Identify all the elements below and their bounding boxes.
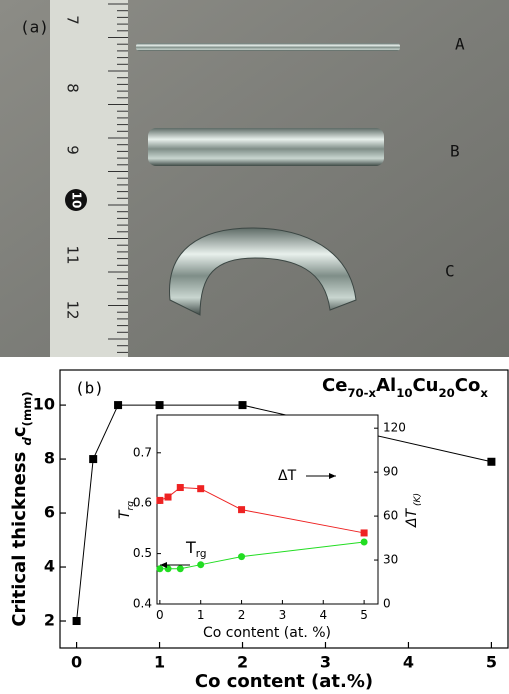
x-tick-label: 0 <box>156 608 164 622</box>
photo: (a) A B C 7 8 9 10 11 12 <box>0 0 509 357</box>
x-tick-label: 4 <box>403 653 414 672</box>
y-tick-label: 0.6 <box>133 496 152 510</box>
data-point <box>238 553 245 560</box>
page: {"photo": {"panel_label": "(a)", "sample… <box>0 0 509 694</box>
y2-axis-label-part: ΔT <box>404 507 420 528</box>
data-point <box>114 401 122 409</box>
chart-title-part: 10 <box>396 386 412 400</box>
y-tick-label: 6 <box>44 503 55 522</box>
sample-rod-b <box>148 128 384 166</box>
data-point <box>177 565 184 572</box>
chart-title-part: Al <box>376 375 396 396</box>
data-point <box>156 497 163 504</box>
y2-tick-label: 30 <box>383 553 398 567</box>
y2-axis-label-part: (K) <box>413 493 423 509</box>
ruler-number: 7 <box>64 15 82 25</box>
x-tick-label: 2 <box>237 653 248 672</box>
x-tick-label: 1 <box>197 608 205 622</box>
x-tick-label: 5 <box>486 653 497 672</box>
data-point <box>89 455 97 463</box>
panel-label: (b) <box>75 379 104 398</box>
y-axis-label-part: Critical thickness <box>9 445 30 626</box>
x-tick-label: 3 <box>279 608 287 622</box>
y-tick-label: 10 <box>33 395 55 414</box>
figure: (a) A B C 7 8 9 10 11 12 012345246810(b)… <box>0 0 509 694</box>
chart-title-part: Co <box>455 375 481 396</box>
annotation: ΔT <box>278 468 297 484</box>
y-tick-label: 8 <box>44 449 55 468</box>
y-tick-label: 0.7 <box>133 445 152 459</box>
data-point <box>238 506 245 513</box>
y2-tick-label: 60 <box>383 509 398 523</box>
data-point <box>177 484 184 491</box>
x-tick-label: 3 <box>320 653 331 672</box>
ruler-number: 11 <box>64 245 82 264</box>
data-point <box>487 458 495 466</box>
data-point <box>361 529 368 536</box>
ruler <box>50 0 128 357</box>
data-point <box>197 561 204 568</box>
chart-title-part: Cu <box>412 375 438 396</box>
plot-area <box>157 415 378 604</box>
annotation-part: rg <box>196 548 207 560</box>
ruler-number: 9 <box>64 145 82 155</box>
y2-tick-label: 120 <box>383 421 406 435</box>
y2-tick-label: 0 <box>383 597 391 611</box>
sample-label: C <box>445 262 455 281</box>
x-tick-label: 1 <box>154 653 165 672</box>
y-axis-label: Critical thickness dc(mm) <box>9 391 34 626</box>
data-point <box>156 565 163 572</box>
data-point <box>239 401 247 409</box>
data-point <box>361 539 368 546</box>
chart-title-part: Ce <box>322 375 347 396</box>
y-axis-label-part: rg <box>126 501 136 511</box>
sample-rod-a <box>136 43 400 51</box>
chart-title-part: 20 <box>438 386 454 400</box>
chart-title-part: 70-x <box>347 386 376 400</box>
y-axis-label-part: (mm) <box>20 391 34 426</box>
ruler-number: 10 <box>70 192 84 209</box>
chart-title-part: x <box>480 386 488 400</box>
ruler-number: 12 <box>64 300 82 319</box>
x-tick-label: 2 <box>238 608 246 622</box>
panel-label: (a) <box>20 18 49 37</box>
sample-label: A <box>455 35 465 54</box>
data-point <box>165 494 172 501</box>
x-axis-label: Co content (at. %) <box>203 625 331 641</box>
ruler-number: 8 <box>64 83 82 93</box>
y-tick-label: 0.4 <box>133 597 152 611</box>
data-point <box>197 485 204 492</box>
x-tick-label: 4 <box>319 608 327 622</box>
y-tick-label: 0.5 <box>133 546 152 560</box>
data-point <box>73 617 81 625</box>
sample-label: B <box>450 142 460 161</box>
x-axis-label: Co content (at.%) <box>195 671 373 692</box>
annotation-part: T <box>185 538 196 557</box>
y2-tick-label: 90 <box>383 465 398 479</box>
data-point <box>156 401 164 409</box>
y-tick-label: 2 <box>44 611 55 630</box>
y-tick-label: 4 <box>44 557 55 576</box>
x-tick-label: 0 <box>71 653 82 672</box>
x-tick-label: 5 <box>360 608 368 622</box>
y-axis-label-part: c <box>9 426 30 437</box>
